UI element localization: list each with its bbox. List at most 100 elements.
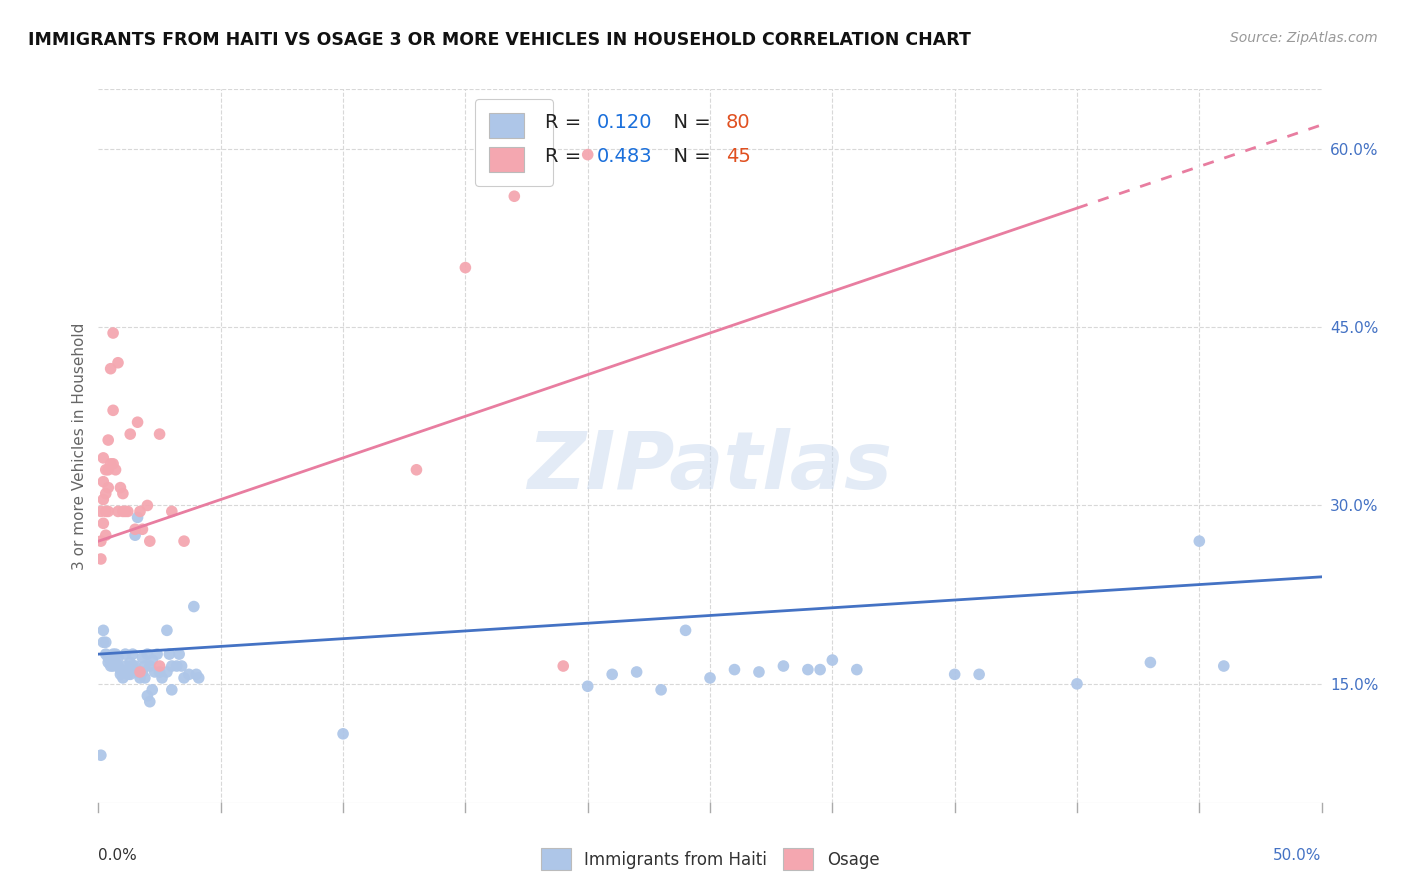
Point xyxy=(101,326,124,340)
Point xyxy=(90,748,112,763)
Point xyxy=(100,653,122,667)
Point xyxy=(114,504,136,518)
Point xyxy=(149,659,172,673)
Point xyxy=(173,671,195,685)
Point xyxy=(90,504,112,518)
Point xyxy=(104,656,127,670)
Point xyxy=(97,656,120,670)
Point xyxy=(107,504,129,518)
Point xyxy=(139,534,162,549)
Point xyxy=(101,647,124,661)
Point xyxy=(127,665,149,679)
Point xyxy=(107,650,129,665)
Point xyxy=(114,659,136,673)
Point xyxy=(699,671,721,685)
Point xyxy=(90,552,112,566)
Point xyxy=(748,665,770,679)
Point xyxy=(107,356,129,370)
Point xyxy=(675,624,697,638)
Point xyxy=(121,659,143,673)
Point xyxy=(110,481,132,495)
Point xyxy=(141,682,163,697)
Point xyxy=(576,147,599,161)
Text: ZIPatlas: ZIPatlas xyxy=(527,428,893,507)
Point xyxy=(173,534,195,549)
Point xyxy=(97,481,120,495)
Point xyxy=(1066,677,1088,691)
Point xyxy=(156,624,179,638)
Point xyxy=(111,486,134,500)
Point xyxy=(821,653,844,667)
Point xyxy=(136,647,159,661)
Point xyxy=(131,650,153,665)
Point xyxy=(149,427,172,442)
Text: 45: 45 xyxy=(725,147,751,166)
Point xyxy=(797,663,820,677)
Point xyxy=(114,647,136,661)
Point xyxy=(183,599,205,614)
Y-axis label: 3 or more Vehicles in Household: 3 or more Vehicles in Household xyxy=(72,322,87,570)
Text: N =: N = xyxy=(661,147,717,166)
Point xyxy=(160,682,183,697)
Point xyxy=(107,659,129,673)
Text: 0.120: 0.120 xyxy=(596,113,652,132)
Point xyxy=(117,663,139,677)
Point xyxy=(94,486,117,500)
Text: Source: ZipAtlas.com: Source: ZipAtlas.com xyxy=(1230,31,1378,45)
Point xyxy=(967,667,990,681)
Point xyxy=(454,260,477,275)
Point xyxy=(91,624,114,638)
Text: IMMIGRANTS FROM HAITI VS OSAGE 3 OR MORE VEHICLES IN HOUSEHOLD CORRELATION CHART: IMMIGRANTS FROM HAITI VS OSAGE 3 OR MORE… xyxy=(28,31,972,49)
Point xyxy=(808,663,831,677)
Point xyxy=(104,463,127,477)
Point xyxy=(111,665,134,679)
Point xyxy=(177,667,200,681)
Point xyxy=(136,689,159,703)
Text: 0.483: 0.483 xyxy=(596,147,652,166)
Point xyxy=(143,665,166,679)
Text: 50.0%: 50.0% xyxy=(1274,848,1322,863)
Point xyxy=(91,635,114,649)
Point xyxy=(110,663,132,677)
Point xyxy=(120,656,142,670)
Point xyxy=(101,659,124,673)
Point xyxy=(97,650,120,665)
Point xyxy=(94,504,117,518)
Point xyxy=(1139,656,1161,670)
Text: 0.0%: 0.0% xyxy=(98,848,138,863)
Point xyxy=(101,457,124,471)
Point xyxy=(150,671,173,685)
Point xyxy=(187,671,209,685)
Point xyxy=(139,695,162,709)
Point xyxy=(650,682,672,697)
Point xyxy=(129,504,152,518)
Point xyxy=(100,457,122,471)
Point xyxy=(100,659,122,673)
Text: R =: R = xyxy=(546,147,588,166)
Point xyxy=(117,667,139,681)
Text: 80: 80 xyxy=(725,113,751,132)
Point xyxy=(943,667,966,681)
Point xyxy=(166,659,188,673)
Point xyxy=(167,647,190,661)
Point xyxy=(127,415,149,429)
Point xyxy=(626,665,648,679)
Point xyxy=(124,522,146,536)
Point xyxy=(129,665,152,679)
Point xyxy=(120,667,142,681)
Point xyxy=(600,667,623,681)
Text: R =: R = xyxy=(546,113,588,132)
Point xyxy=(90,534,112,549)
Point xyxy=(134,671,156,685)
Point xyxy=(723,663,745,677)
Point xyxy=(553,659,575,673)
Point xyxy=(97,504,120,518)
Point xyxy=(332,727,354,741)
Point xyxy=(127,510,149,524)
Point xyxy=(131,665,153,679)
Point xyxy=(141,653,163,667)
Point xyxy=(149,665,172,679)
Legend: Immigrants from Haiti, Osage: Immigrants from Haiti, Osage xyxy=(534,842,886,877)
Point xyxy=(100,361,122,376)
Point xyxy=(772,659,794,673)
